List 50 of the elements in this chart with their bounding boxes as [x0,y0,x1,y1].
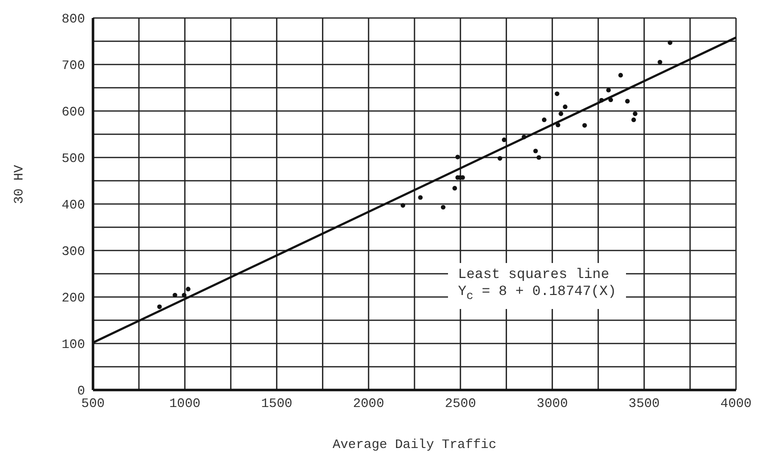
x-tick-label: 500 [81,396,105,412]
point [668,40,672,45]
point [440,204,446,210]
x-tick-label: 4000 [720,396,752,412]
point [631,118,636,122]
point [182,292,186,298]
y-tick-label: 800 [62,12,85,27]
point [556,122,560,128]
x-axis-title: Average Daily Traffic [332,437,496,452]
y-tick-label: 100 [62,337,85,352]
point [533,148,538,154]
point [608,98,614,102]
point [625,98,630,104]
point [558,111,564,116]
annotation: Y$_{c}$ = 8 + 0.18747(X) [458,284,616,305]
point [172,292,178,298]
point [554,91,560,96]
point [599,98,604,103]
point [522,134,526,140]
point [455,154,460,160]
x-tick-label: 1000 [169,396,200,412]
point [562,104,568,110]
x-tick-label: 1500 [261,396,292,412]
point [632,111,638,116]
x-tick-label: 2500 [444,396,476,412]
y-tick-label: 0 [77,384,85,399]
point [542,118,546,122]
point [186,286,190,292]
y-tick-label: 400 [62,198,85,213]
y-tick-label: 600 [62,104,85,120]
x-tick-label: 3500 [628,396,660,412]
point [400,203,406,208]
y-tick-label: 300 [62,244,85,260]
y-tick-label: 200 [62,290,85,306]
y-axis-title: 30 HV [12,164,27,204]
point [157,304,162,310]
annotation: Least squares line [458,267,610,284]
point [498,156,502,161]
point [582,123,587,128]
x-tick-label: 3000 [536,396,568,412]
point [536,155,542,160]
y-tick-label: 500 [62,151,85,166]
point [618,72,623,78]
y-tick-label: 700 [62,58,85,74]
point [452,186,458,190]
point [418,195,423,200]
point [606,88,611,92]
point [658,60,662,64]
x-tick-label: 2000 [352,396,384,412]
point [502,138,506,142]
